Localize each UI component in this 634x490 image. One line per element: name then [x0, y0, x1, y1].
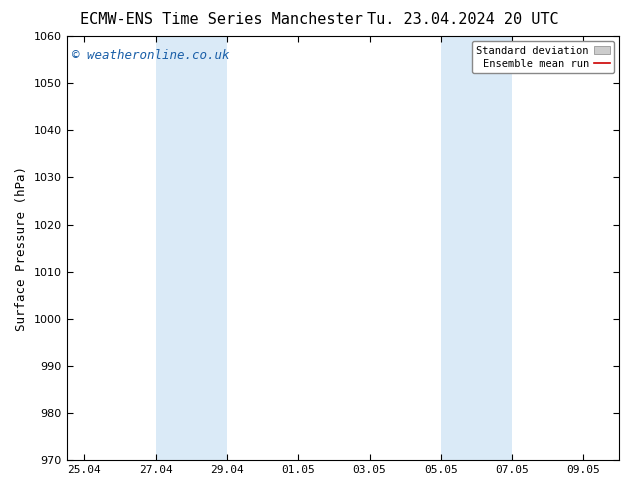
Bar [441, 36, 512, 460]
Legend: Standard deviation, Ensemble mean run: Standard deviation, Ensemble mean run [472, 41, 614, 73]
Bar [156, 36, 227, 460]
Y-axis label: Surface Pressure (hPa): Surface Pressure (hPa) [15, 166, 28, 331]
Text: Tu. 23.04.2024 20 UTC: Tu. 23.04.2024 20 UTC [367, 12, 559, 27]
Text: ECMW-ENS Time Series Manchester: ECMW-ENS Time Series Manchester [81, 12, 363, 27]
Text: © weatheronline.co.uk: © weatheronline.co.uk [72, 49, 230, 62]
